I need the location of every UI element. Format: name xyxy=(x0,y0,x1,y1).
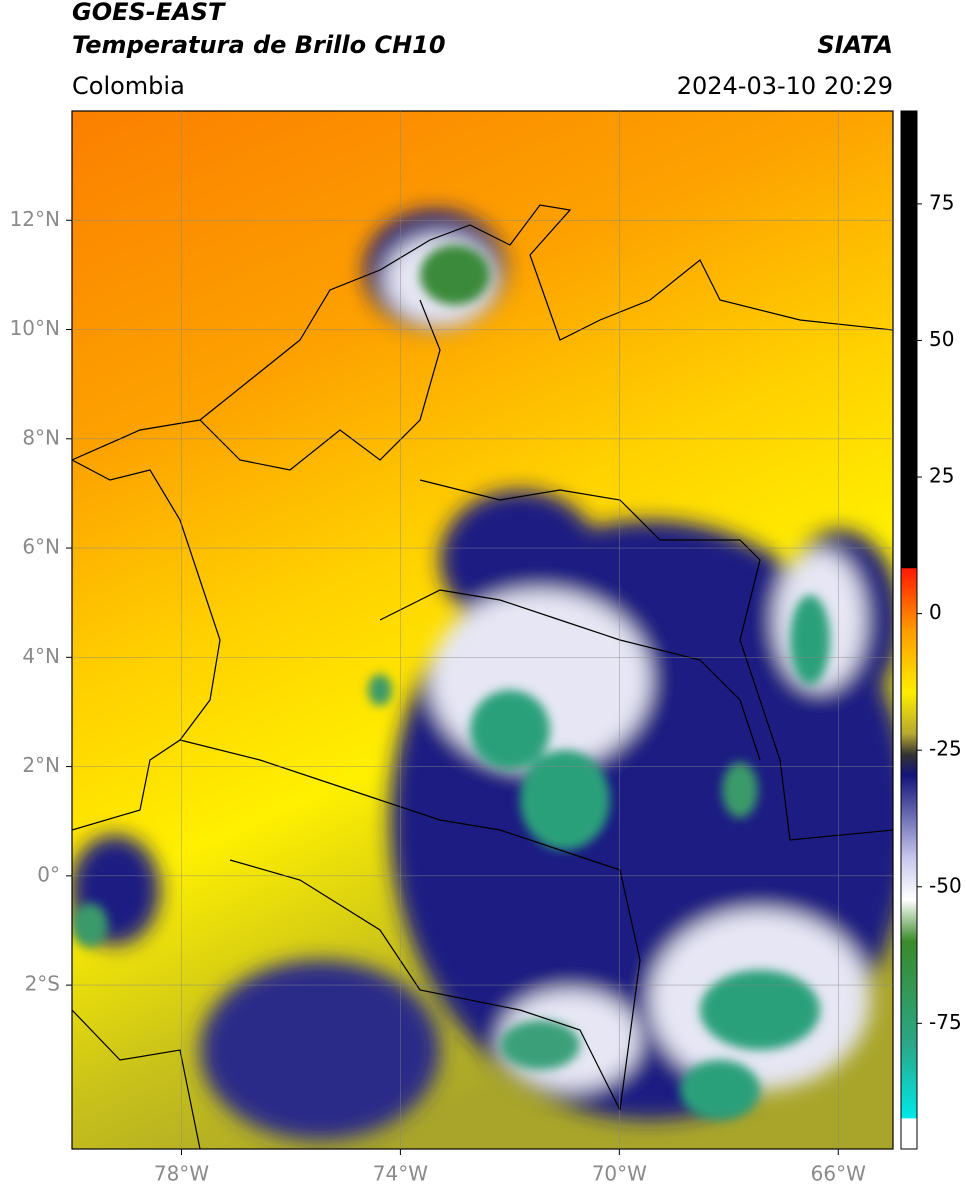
x-tick-label: 78°W xyxy=(154,1162,209,1186)
colorbar-label: 50 xyxy=(929,327,954,351)
y-tick-label: 0° xyxy=(37,862,60,886)
y-tick-label: 6°N xyxy=(22,535,60,559)
colorbar-label: 25 xyxy=(929,464,954,488)
colorbar-label: -50 xyxy=(929,873,962,897)
colorbar-label: -25 xyxy=(929,737,962,761)
satellite-image xyxy=(72,111,893,1149)
title: GOES-EAST xyxy=(72,0,226,26)
y-tick-label: 10°N xyxy=(10,316,60,340)
y-tick-label: 2°N xyxy=(22,753,60,777)
datetime: 2024-03-10 20:29 xyxy=(677,72,893,100)
y-tick-label: 12°N xyxy=(10,207,60,231)
map-frame xyxy=(71,110,894,1150)
x-tick-label: 66°W xyxy=(811,1162,866,1186)
source: SIATA xyxy=(817,31,893,59)
x-tick-label: 74°W xyxy=(373,1162,428,1186)
subtitle: Temperatura de Brillo CH10 xyxy=(72,31,446,59)
y-tick-label: 4°N xyxy=(22,644,60,668)
y-tick-label: 2°S xyxy=(25,972,60,996)
colorbar-label: 0 xyxy=(929,600,942,624)
y-tick-label: 8°N xyxy=(22,425,60,449)
colorbar-label: -75 xyxy=(929,1010,962,1034)
colorbar xyxy=(900,110,918,1150)
region: Colombia xyxy=(72,72,185,100)
colorbar-label: 75 xyxy=(929,190,954,214)
x-tick-label: 70°W xyxy=(592,1162,647,1186)
